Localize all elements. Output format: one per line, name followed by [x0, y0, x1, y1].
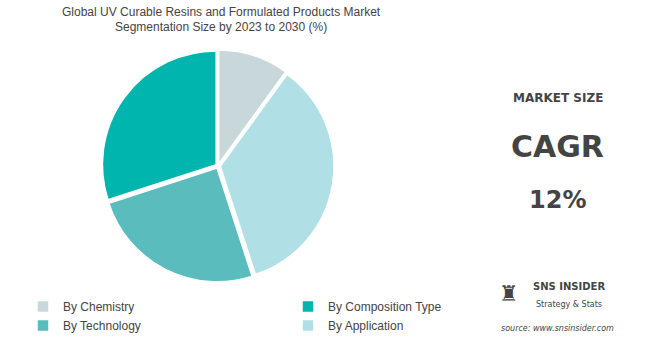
svg-text:♜: ♜ — [499, 281, 519, 306]
svg-text:SNS INSIDER: SNS INSIDER — [533, 281, 605, 292]
svg-text:CAGR: CAGR — [511, 129, 604, 164]
svg-text:Strategy & Stats: Strategy & Stats — [536, 300, 602, 309]
svg-text:By Technology: By Technology — [63, 319, 141, 333]
svg-text:By Composition Type: By Composition Type — [328, 300, 441, 314]
svg-text:Global UV Curable Resins and F: Global UV Curable Resins and Formulated … — [62, 5, 381, 35]
svg-text:source: www.snsinsider.com: source: www.snsinsider.com — [501, 324, 614, 333]
svg-text:12%: 12% — [529, 186, 586, 214]
svg-text:MARKET SIZE: MARKET SIZE — [513, 91, 603, 105]
svg-text:By Chemistry: By Chemistry — [63, 300, 134, 314]
svg-text:By Application: By Application — [328, 319, 403, 333]
